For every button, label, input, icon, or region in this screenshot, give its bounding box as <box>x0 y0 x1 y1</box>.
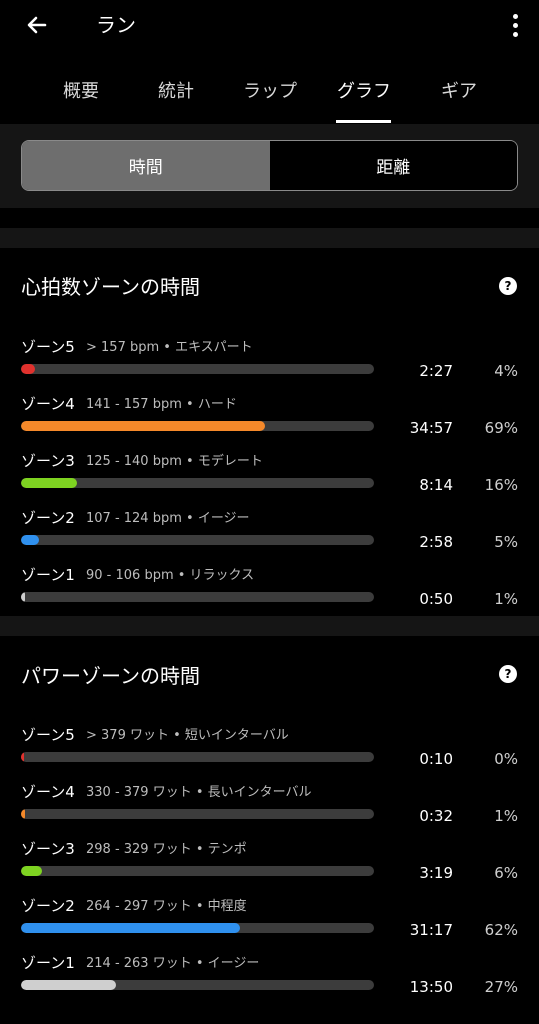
power-zone-title: パワーゾーンの時間 <box>21 664 200 688</box>
zone-range: 90 - 106 bpm • リラックス <box>86 568 255 583</box>
zone-range: > 379 ワット • 短いインターバル <box>86 728 289 743</box>
zone-name: ゾーン5 <box>21 338 75 356</box>
zone-percent: 5% <box>494 533 518 551</box>
segment-time[interactable]: 時間 <box>22 141 270 190</box>
zone-range: 214 - 263 ワット • イージー <box>86 956 260 971</box>
zone-bar-fill <box>21 421 265 431</box>
tab-laps[interactable]: ラップ <box>243 81 297 102</box>
zone-time: 2:58 <box>419 533 453 551</box>
zone-time: 0:10 <box>419 750 453 768</box>
zone-bar-fill <box>21 752 24 762</box>
zone-name: ゾーン2 <box>21 509 75 527</box>
zone-bar-track <box>21 592 374 602</box>
zone-range: 107 - 124 bpm • イージー <box>86 511 250 526</box>
zone-bar-fill <box>21 809 25 819</box>
more-vertical-icon <box>512 13 518 19</box>
back-button[interactable] <box>18 6 56 44</box>
zone-bar-fill <box>21 980 116 990</box>
app-bar: ラン <box>0 0 539 50</box>
more-options-button[interactable] <box>505 8 525 42</box>
zone-bar-track <box>21 752 374 762</box>
zone-range: 264 - 297 ワット • 中程度 <box>86 899 247 914</box>
segment-distance[interactable]: 距離 <box>269 141 517 190</box>
zone-range: > 157 bpm • エキスパート <box>86 340 253 355</box>
zone-bar-fill <box>21 478 77 488</box>
segment-band: 時間 距離 <box>0 124 539 208</box>
zone-name: ゾーン5 <box>21 726 75 744</box>
active-tab-indicator <box>336 120 391 123</box>
zone-bar-fill <box>21 923 240 933</box>
zone-name: ゾーン1 <box>21 954 75 972</box>
zone-percent: 1% <box>494 807 518 825</box>
tab-graph[interactable]: グラフ <box>337 81 391 102</box>
zone-percent: 62% <box>484 921 518 939</box>
zone-percent: 27% <box>484 978 518 996</box>
zone-time: 13:50 <box>409 978 453 996</box>
zone-range: 141 - 157 bpm • ハード <box>86 397 237 412</box>
zone-time: 2:27 <box>419 362 453 380</box>
tab-overview[interactable]: 概要 <box>63 81 99 102</box>
zone-name: ゾーン3 <box>21 452 75 470</box>
zone-percent: 1% <box>494 590 518 608</box>
zone-range: 125 - 140 bpm • モデレート <box>86 454 263 469</box>
power-zone-row: ゾーン4 330 - 379 ワット • 長いインターバル 0:32 1% <box>0 782 539 839</box>
zone-range: 298 - 329 ワット • テンポ <box>86 842 247 857</box>
zone-bar-fill <box>21 364 35 374</box>
hr-zone-row: ゾーン2 107 - 124 bpm • イージー 2:58 5% <box>0 508 539 565</box>
zone-name: ゾーン1 <box>21 566 75 584</box>
hr-zone-row: ゾーン1 90 - 106 bpm • リラックス 0:50 1% <box>0 565 539 622</box>
zone-percent: 16% <box>484 476 518 494</box>
zone-bar-track <box>21 364 374 374</box>
help-icon[interactable]: ? <box>499 277 517 295</box>
zone-bar-track <box>21 478 374 488</box>
power-zone-row: ゾーン1 214 - 263 ワット • イージー 13:50 27% <box>0 953 539 1010</box>
zone-bar-fill <box>21 866 42 876</box>
time-distance-toggle: 時間 距離 <box>21 140 518 191</box>
zone-bar-track <box>21 421 374 431</box>
hr-zone-card: 心拍数ゾーンの時間 ? ゾーン5 > 157 bpm • エキスパート 2:27… <box>0 248 539 616</box>
power-zone-row: ゾーン2 264 - 297 ワット • 中程度 31:17 62% <box>0 896 539 953</box>
zone-bar-fill <box>21 592 25 602</box>
help-icon[interactable]: ? <box>499 665 517 683</box>
zone-percent: 0% <box>494 750 518 768</box>
divider <box>0 208 539 228</box>
tab-gear[interactable]: ギア <box>441 81 477 102</box>
arrow-left-icon <box>27 16 47 34</box>
zone-bar-track <box>21 809 374 819</box>
hr-zone-row: ゾーン4 141 - 157 bpm • ハード 34:57 69% <box>0 394 539 451</box>
page-title: ラン <box>96 13 136 37</box>
zone-time: 34:57 <box>409 419 453 437</box>
power-zone-row: ゾーン3 298 - 329 ワット • テンポ 3:19 6% <box>0 839 539 896</box>
tab-stats[interactable]: 統計 <box>158 81 194 102</box>
zone-time: 31:17 <box>409 921 453 939</box>
hr-zone-title: 心拍数ゾーンの時間 <box>21 275 200 299</box>
zone-time: 3:19 <box>419 864 453 882</box>
zone-bar-fill <box>21 535 39 545</box>
zone-bar-track <box>21 535 374 545</box>
zone-time: 8:14 <box>419 476 453 494</box>
power-zone-row: ゾーン5 > 379 ワット • 短いインターバル 0:10 0% <box>0 725 539 782</box>
tab-bar: 概要 統計 ラップ グラフ ギア <box>0 70 539 124</box>
divider <box>0 616 539 636</box>
zone-time: 0:50 <box>419 590 453 608</box>
hr-zone-row: ゾーン3 125 - 140 bpm • モデレート 8:14 16% <box>0 451 539 508</box>
divider <box>0 228 539 248</box>
zone-bar-track <box>21 923 374 933</box>
zone-percent: 69% <box>484 419 518 437</box>
zone-name: ゾーン4 <box>21 395 75 413</box>
zone-name: ゾーン4 <box>21 783 75 801</box>
zone-bar-track <box>21 980 374 990</box>
zone-time: 0:32 <box>419 807 453 825</box>
power-zone-card: パワーゾーンの時間 ? ゾーン5 > 379 ワット • 短いインターバル 0:… <box>0 636 539 1024</box>
zone-percent: 4% <box>494 362 518 380</box>
zone-name: ゾーン3 <box>21 840 75 858</box>
hr-zone-row: ゾーン5 > 157 bpm • エキスパート 2:27 4% <box>0 337 539 394</box>
zone-percent: 6% <box>494 864 518 882</box>
zone-bar-track <box>21 866 374 876</box>
zone-name: ゾーン2 <box>21 897 75 915</box>
zone-range: 330 - 379 ワット • 長いインターバル <box>86 785 312 800</box>
